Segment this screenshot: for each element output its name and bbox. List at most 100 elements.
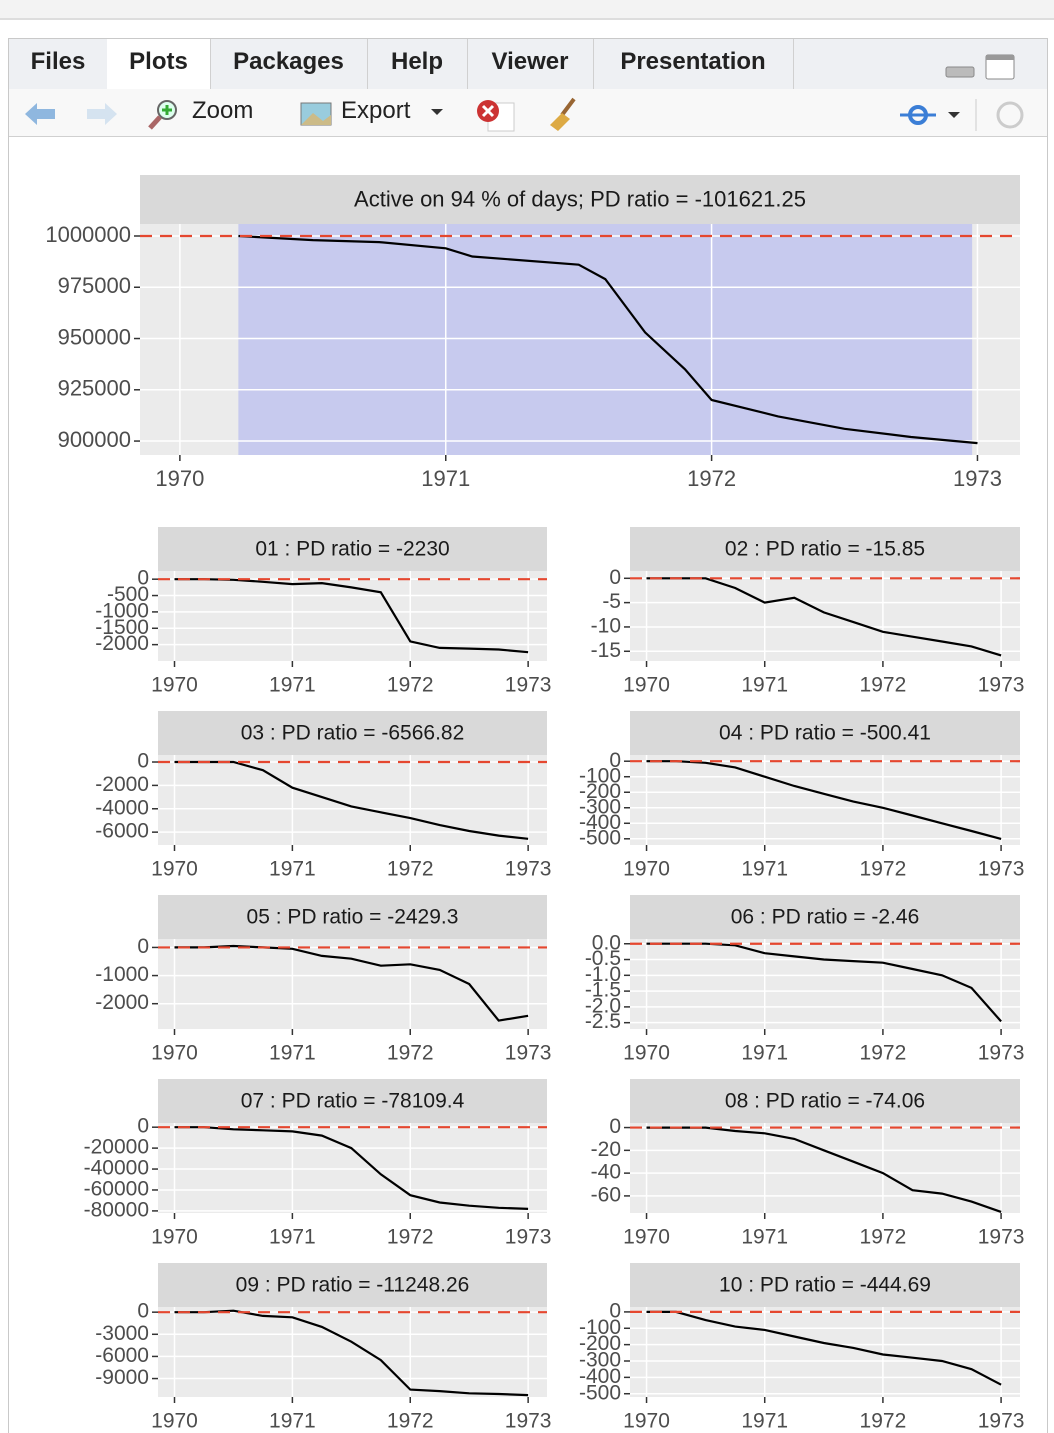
strip	[158, 1263, 547, 1307]
strip	[630, 711, 1020, 755]
y-tick-label: -200	[579, 1332, 621, 1355]
panel-title: 04 : PD ratio = -500.41	[719, 722, 931, 745]
panel-title: 08 : PD ratio = -74.06	[725, 1090, 925, 1113]
panel	[158, 939, 547, 1029]
data-line	[174, 944, 529, 1022]
y-tick-label: -60000	[84, 1178, 149, 1201]
x-tick-label: 1972	[860, 674, 907, 697]
export-icon[interactable]	[297, 99, 337, 129]
export-button[interactable]: Export	[341, 97, 411, 124]
nav-arrows[interactable]	[23, 99, 123, 129]
x-tick-label: 1971	[741, 674, 788, 697]
x-tick-label: 1972	[860, 858, 907, 881]
panel	[630, 755, 1020, 845]
panel-title: 05 : PD ratio = -2429.3	[247, 906, 459, 929]
x-tick-label: 1973	[505, 1042, 552, 1065]
x-tick-label: 1970	[151, 1042, 198, 1065]
top-strip	[0, 0, 1054, 20]
x-tick-label: 1972	[387, 1042, 434, 1065]
toolbar: Zoom Export	[9, 89, 1047, 137]
x-tick-label: 1971	[741, 1410, 788, 1432]
panel	[158, 1123, 547, 1213]
y-tick-label: 925000	[58, 376, 131, 401]
x-tick-label: 1973	[505, 858, 552, 881]
y-tick-label: -1000	[95, 599, 149, 622]
x-tick-label: 1972	[687, 466, 736, 491]
x-tick-label: 1971	[269, 1410, 316, 1432]
y-tick-label: 975000	[58, 273, 131, 298]
dropdown-caret[interactable]	[429, 103, 445, 123]
strip	[630, 1263, 1020, 1307]
x-tick-label: 1971	[741, 1042, 788, 1065]
data-line	[174, 760, 529, 840]
remove-plot-icon[interactable]	[474, 97, 518, 133]
panel	[158, 1307, 547, 1397]
zoom-icon[interactable]	[147, 97, 181, 131]
strip	[630, 1079, 1020, 1123]
y-tick-label: -500	[579, 826, 621, 849]
x-tick-label: 1971	[269, 858, 316, 881]
publish-refresh[interactable]	[894, 97, 1034, 133]
y-tick-label: -400	[579, 1365, 621, 1388]
y-tick-label: -6000	[95, 1344, 149, 1367]
x-tick-label: 1973	[978, 1410, 1025, 1432]
panel	[158, 755, 547, 845]
y-tick-label: -500	[107, 583, 149, 606]
x-tick-label: 1973	[978, 858, 1025, 881]
y-tick-label: -100	[579, 764, 621, 787]
x-tick-label: 1970	[151, 674, 198, 697]
y-tick-label: -10	[591, 614, 621, 637]
y-tick-label: -5	[602, 590, 621, 613]
y-tick-label: -80000	[84, 1198, 149, 1221]
tab[interactable]: Presentation	[593, 39, 794, 89]
strip	[158, 1079, 547, 1123]
pane-controls[interactable]	[944, 53, 1016, 83]
panel	[630, 571, 1020, 661]
y-tick-label: -100	[579, 1316, 621, 1339]
y-tick-label: -40	[591, 1161, 621, 1184]
x-tick-label: 1972	[860, 1410, 907, 1432]
y-tick-label: -2000	[95, 991, 149, 1014]
data-line	[646, 942, 1002, 1023]
y-tick-label: 0	[137, 1300, 149, 1323]
panel-title: 02 : PD ratio = -15.85	[725, 538, 925, 561]
data-line	[174, 578, 529, 654]
y-tick-label: 0	[609, 1115, 621, 1138]
tab[interactable]: Help	[367, 39, 468, 89]
data-line	[174, 1126, 529, 1210]
tab[interactable]: Files	[9, 39, 108, 89]
panel-title: Active on 94 % of days; PD ratio = -1016…	[354, 186, 806, 211]
strip	[158, 527, 547, 571]
x-tick-label: 1970	[151, 1226, 198, 1249]
panel-title: 10 : PD ratio = -444.69	[719, 1274, 931, 1297]
panel-title: 07 : PD ratio = -78109.4	[241, 1090, 465, 1113]
y-tick-label: -6000	[95, 820, 149, 843]
data-line	[646, 577, 1002, 657]
y-tick-label: -9000	[95, 1366, 149, 1389]
y-tick-label: -300	[579, 1349, 621, 1372]
tab-active[interactable]: Plots	[107, 39, 211, 90]
y-tick-label: -2000	[95, 773, 149, 796]
y-tick-label: -20	[591, 1138, 621, 1161]
y-tick-label: 0	[137, 750, 149, 773]
y-tick-label: 0	[137, 1115, 149, 1138]
data-line	[646, 1310, 1002, 1386]
zoom-button[interactable]: Zoom	[192, 97, 254, 124]
strip	[158, 711, 547, 755]
panel-title: 09 : PD ratio = -11248.26	[236, 1274, 470, 1297]
y-tick-label: 0	[609, 1299, 621, 1322]
y-tick-label: -1500	[95, 616, 149, 639]
x-tick-label: 1972	[387, 858, 434, 881]
y-tick-label: -0.5	[585, 947, 621, 970]
y-tick-label: -15	[591, 639, 621, 662]
panel-title: 01 : PD ratio = -2230	[255, 538, 449, 561]
tab[interactable]: Packages	[210, 39, 368, 89]
x-tick-label: 1970	[623, 1042, 670, 1065]
tab[interactable]: Viewer	[467, 39, 594, 89]
y-tick-label: 950000	[58, 324, 131, 349]
x-tick-label: 1970	[151, 858, 198, 881]
clear-icon[interactable]	[544, 95, 584, 133]
x-tick-label: 1973	[953, 466, 1002, 491]
